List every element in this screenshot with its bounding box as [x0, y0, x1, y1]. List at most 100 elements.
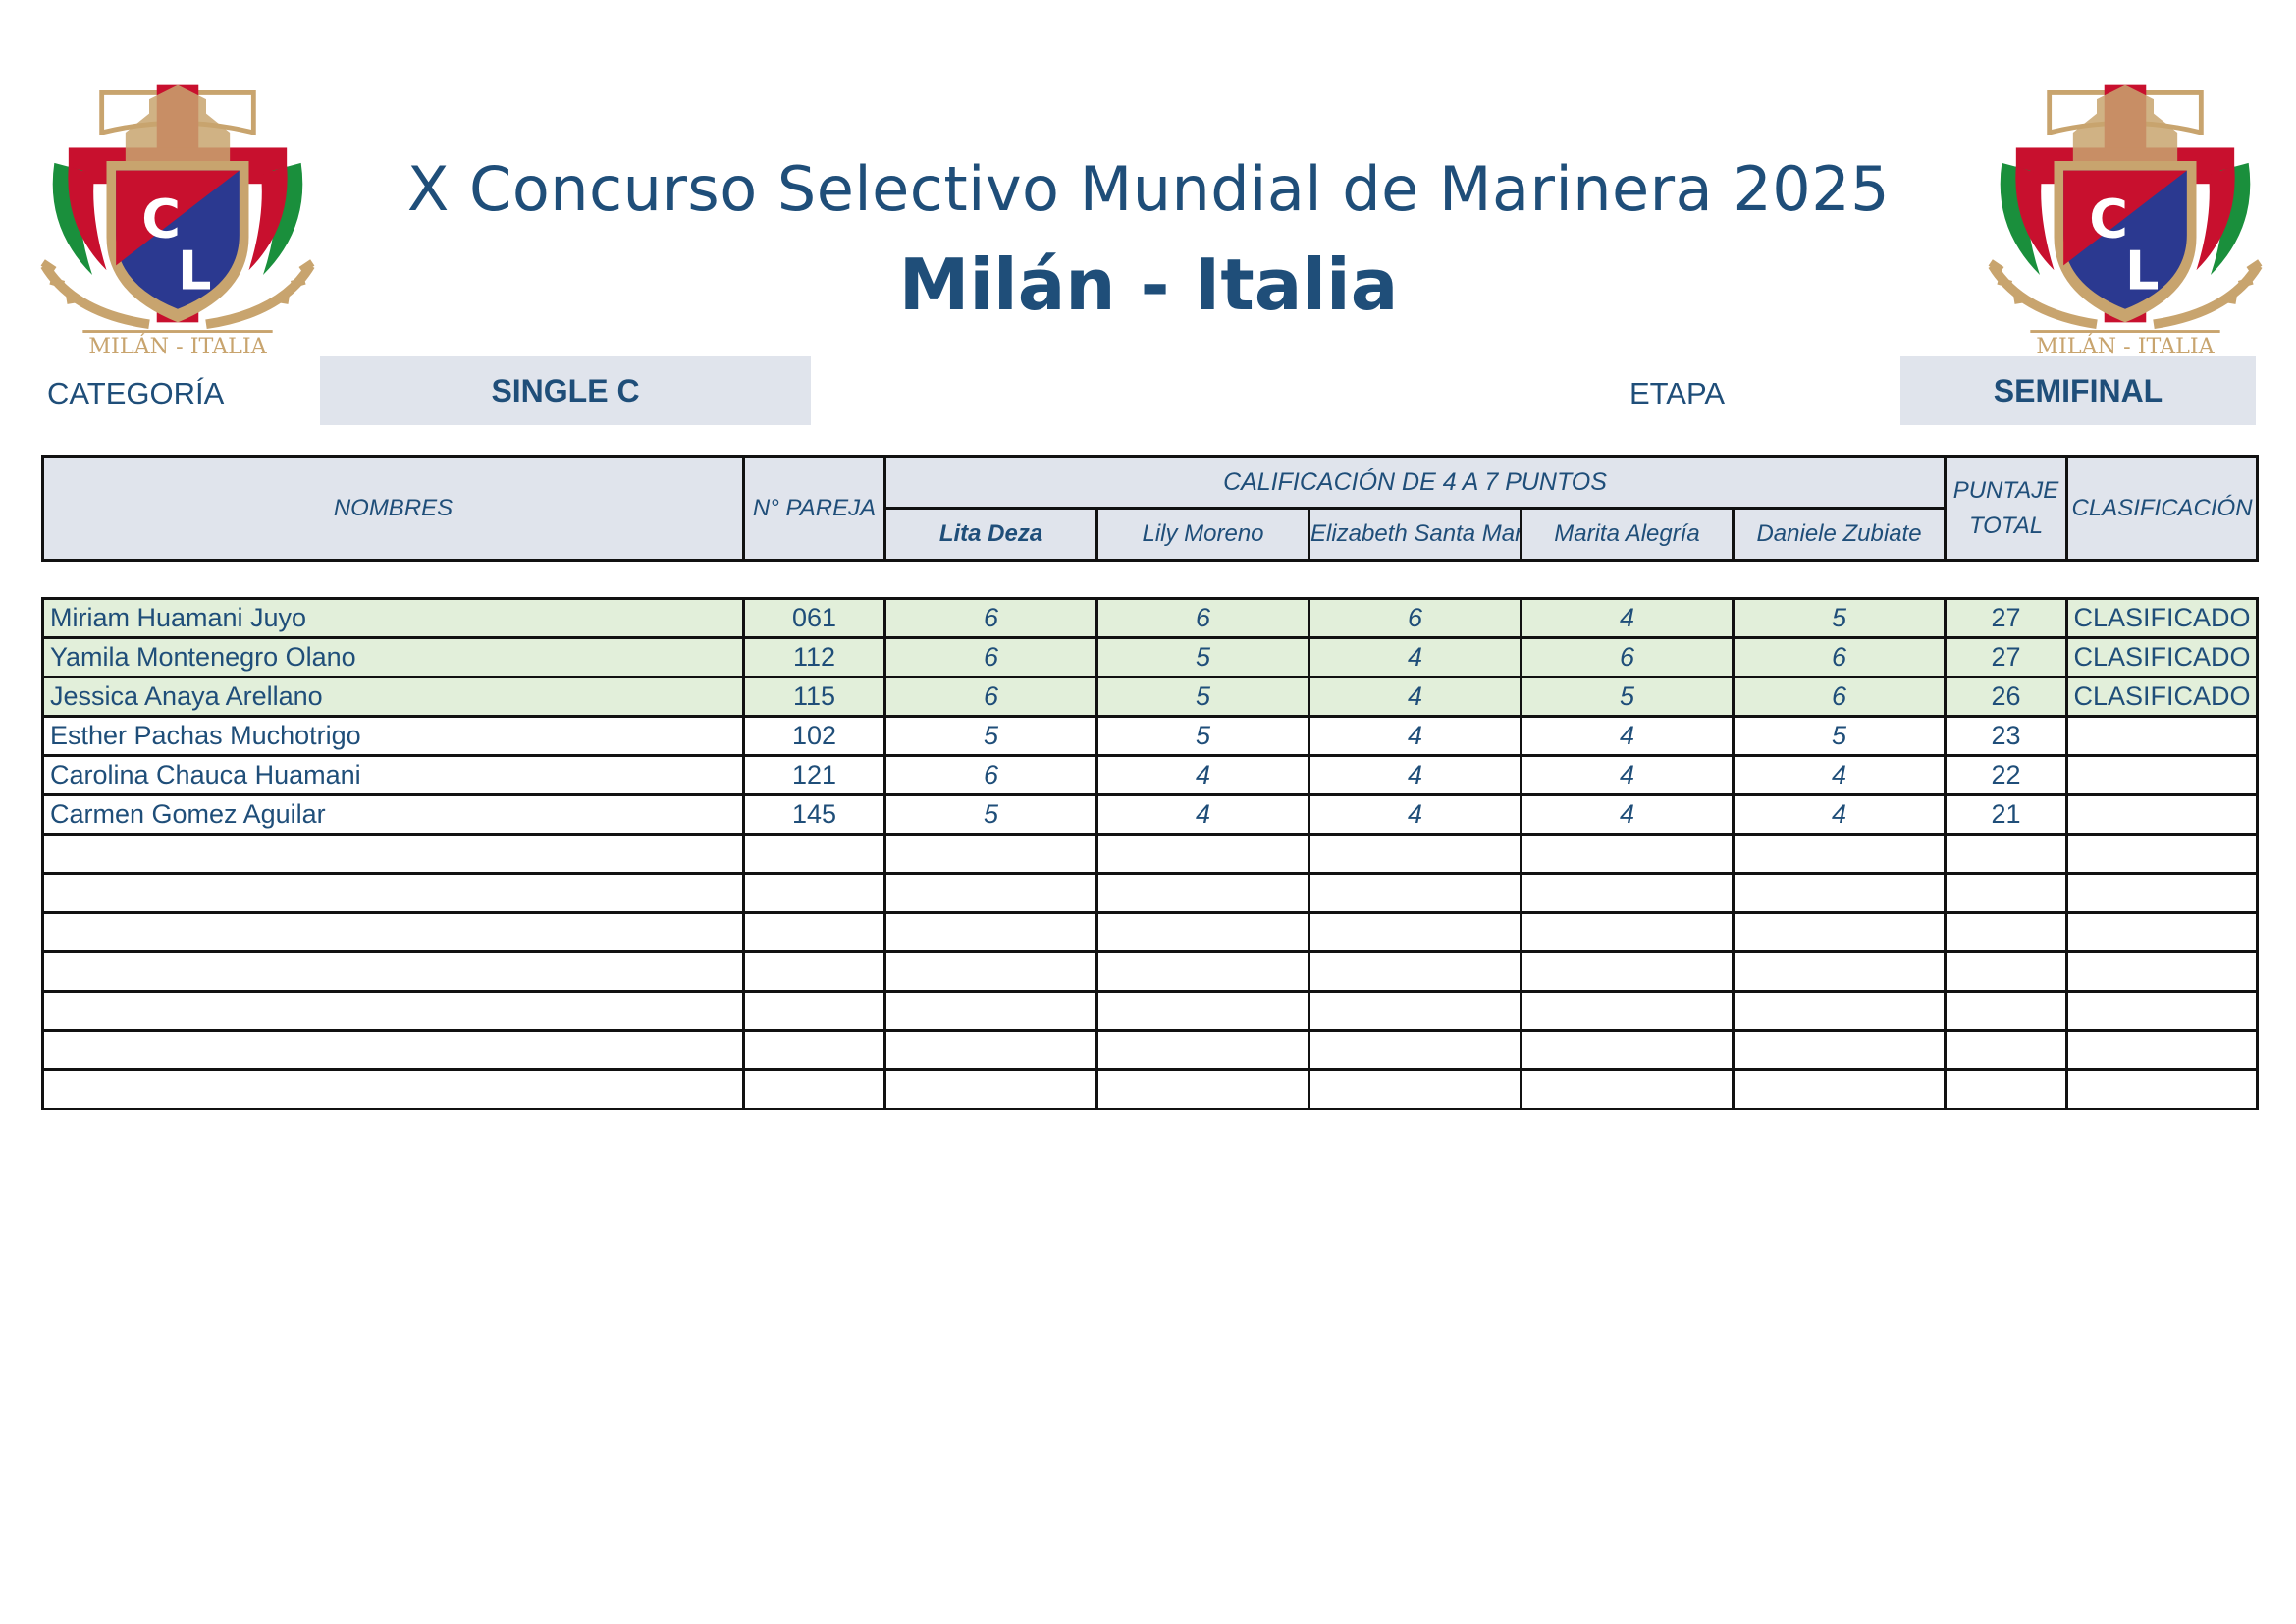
contestant-name: Jessica Anaya Arellano — [41, 676, 745, 718]
contestant-name — [41, 990, 745, 1032]
page-title: X Concurso Selectivo Mundial de Marinera… — [406, 153, 1891, 225]
contestant-name: Yamila Montenegro Olano — [41, 636, 745, 678]
judge-score — [1095, 1068, 1310, 1110]
judge-score: 6 — [1732, 636, 1947, 678]
judge-score — [1520, 990, 1735, 1032]
table-row — [41, 833, 2259, 875]
judge-score: 4 — [1308, 636, 1522, 678]
judge-score — [883, 833, 1098, 875]
contestant-name — [41, 1029, 745, 1071]
results-header: NOMBRES N° PAREJA CALIFICACIÓN DE 4 A 7 … — [41, 455, 2260, 562]
logo-caption: MILÁN - ITALIA — [88, 333, 267, 359]
pair-number: 121 — [742, 754, 886, 796]
judge-score — [1520, 1068, 1735, 1110]
total-score: 23 — [1944, 715, 2068, 757]
judge-score — [883, 911, 1098, 953]
table-row: Esther Pachas Muchotrigo 102 5 5 4 4 5 23 — [41, 715, 2259, 757]
judge-score — [883, 1068, 1098, 1110]
judge-score — [1520, 1029, 1735, 1071]
total-score — [1944, 911, 2068, 953]
total-score: 22 — [1944, 754, 2068, 796]
pair-number — [742, 872, 886, 914]
table-row — [41, 990, 2259, 1032]
contestant-name: Carolina Chauca Huamani — [41, 754, 745, 796]
judge-score — [1095, 950, 1310, 993]
stage-label: ETAPA — [1629, 376, 1726, 410]
header-classification: CLASIFICACIÓN — [2065, 455, 2260, 562]
table-row — [41, 1068, 2259, 1110]
classification-status — [2065, 793, 2259, 836]
total-score — [1944, 833, 2068, 875]
total-score — [1944, 1029, 2068, 1071]
category-label: CATEGORÍA — [47, 376, 225, 410]
total-score — [1944, 950, 2068, 993]
total-score: 27 — [1944, 597, 2068, 639]
contestant-name — [41, 872, 745, 914]
judge-score — [1520, 911, 1735, 953]
judge-score — [1732, 833, 1947, 875]
classification-status: CLASIFICADO — [2065, 597, 2259, 639]
judge-score — [1520, 833, 1735, 875]
pair-number — [742, 1068, 886, 1110]
judge-score: 6 — [1095, 597, 1310, 639]
judge-score — [1732, 1068, 1947, 1110]
judge-score: 4 — [1520, 793, 1735, 836]
category-value: SINGLE C — [320, 356, 811, 425]
judge-score — [1308, 872, 1522, 914]
judge-score: 5 — [1095, 636, 1310, 678]
pair-number — [742, 990, 886, 1032]
classification-status — [2065, 754, 2259, 796]
judge-score — [1308, 833, 1522, 875]
judge-score — [1732, 911, 1947, 953]
stage-value: SEMIFINAL — [1900, 356, 2256, 425]
judge-score — [1732, 872, 1947, 914]
judge-header-3: Elizabeth Santa María — [1308, 507, 1522, 562]
judge-score — [1308, 911, 1522, 953]
judge-score: 4 — [1308, 715, 1522, 757]
judge-score: 4 — [1520, 715, 1735, 757]
crest-letter-l: L — [178, 241, 212, 302]
contestant-name — [41, 1068, 745, 1110]
judge-score: 6 — [1732, 676, 1947, 718]
table-row: Jessica Anaya Arellano 115 6 5 4 5 6 26 CLASIFIC… — [41, 676, 2259, 718]
table-row: Carmen Gomez Aguilar 145 5 4 4 4 4 21 — [41, 793, 2259, 836]
crest-letter-l: L — [2125, 241, 2160, 302]
judge-score: 6 — [883, 636, 1098, 678]
table-row — [41, 911, 2259, 953]
classification-status — [2065, 911, 2259, 953]
judge-score: 4 — [1308, 793, 1522, 836]
judge-score: 5 — [1732, 597, 1947, 639]
crest-letter-c: C — [2089, 188, 2128, 249]
header-pair-number: N° PAREJA — [742, 455, 886, 562]
judge-score — [1095, 990, 1310, 1032]
classification-status — [2065, 833, 2259, 875]
total-score: 27 — [1944, 636, 2068, 678]
classification-status — [2065, 1068, 2259, 1110]
pair-number: 115 — [742, 676, 886, 718]
table-row: Yamila Montenegro Olano 112 6 5 4 6 6 27 CLASIFI… — [41, 636, 2259, 678]
pair-number: 112 — [742, 636, 886, 678]
contestant-name — [41, 911, 745, 953]
judge-score — [883, 1029, 1098, 1071]
results-table: Miriam Huamani Juyo 061 6 6 6 4 5 27 CLASIFICADO… — [41, 597, 2259, 1110]
judge-header-4: Marita Alegría — [1520, 507, 1735, 562]
judge-score: 4 — [1732, 793, 1947, 836]
judge-score — [1308, 1068, 1522, 1110]
crest-letter-c: C — [141, 188, 181, 249]
judge-score — [1732, 990, 1947, 1032]
header-grading: CALIFICACIÓN DE 4 A 7 PUNTOS — [882, 455, 1948, 510]
pair-number — [742, 833, 886, 875]
judge-score: 4 — [1095, 793, 1310, 836]
total-score — [1944, 990, 2068, 1032]
table-row — [41, 872, 2259, 914]
judge-score — [883, 872, 1098, 914]
judge-score: 5 — [883, 715, 1098, 757]
total-score — [1944, 1068, 2068, 1110]
pair-number: 145 — [742, 793, 886, 836]
pair-number: 061 — [742, 597, 886, 639]
judge-score — [1520, 950, 1735, 993]
judge-header-5: Daniele Zubiate — [1731, 507, 1948, 562]
classification-status — [2065, 715, 2259, 757]
judge-score: 5 — [1520, 676, 1735, 718]
pair-number: 102 — [742, 715, 886, 757]
